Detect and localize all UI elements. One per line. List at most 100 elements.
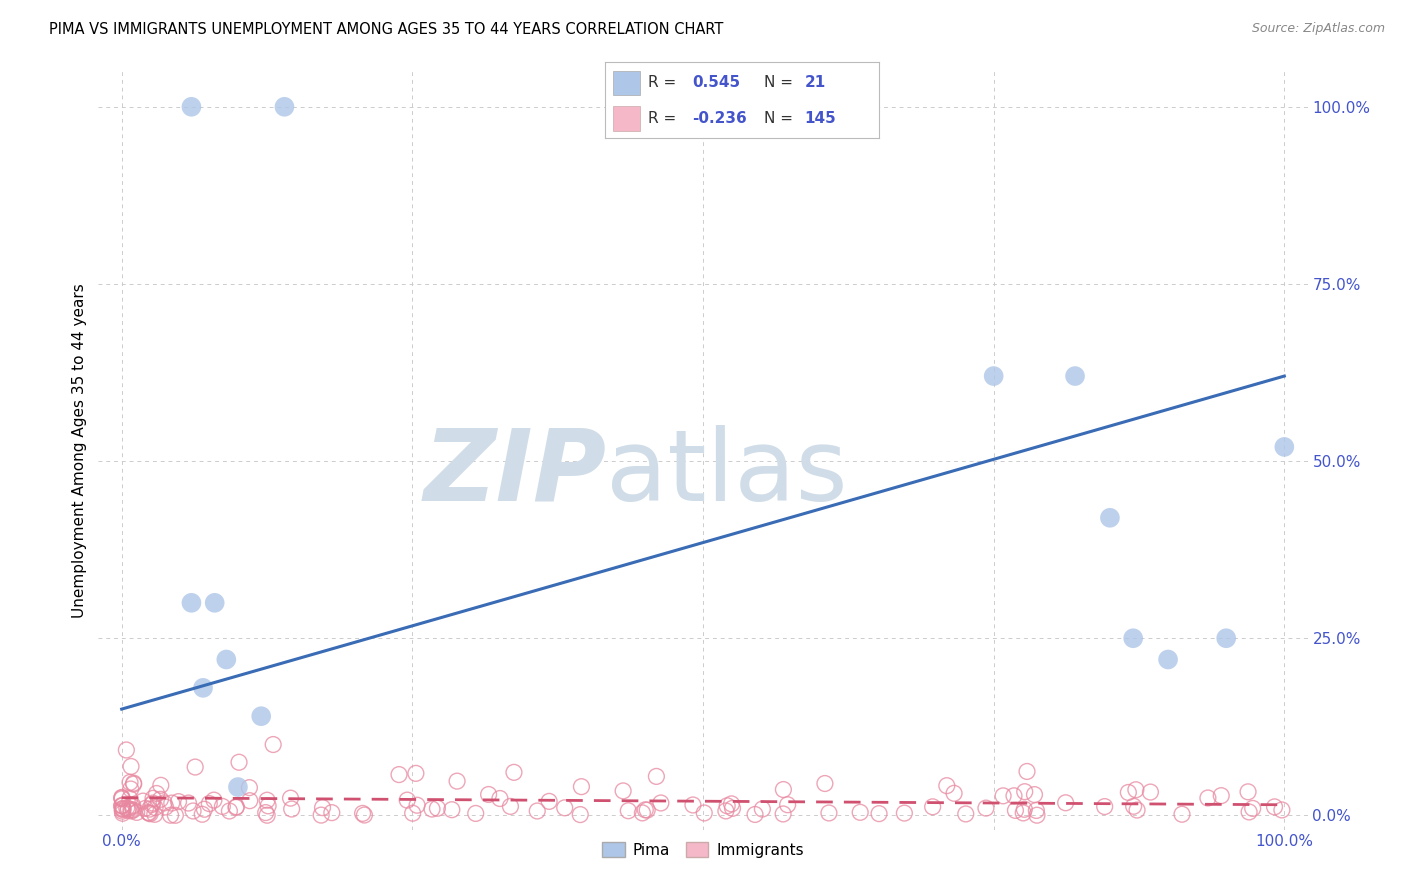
- Point: [321, 805, 343, 820]
- Point: [132, 794, 155, 808]
- Text: 21: 21: [804, 76, 825, 90]
- FancyBboxPatch shape: [613, 70, 640, 95]
- Point: [814, 776, 837, 790]
- Point: [1157, 652, 1180, 666]
- Point: [215, 652, 238, 666]
- Point: [1014, 785, 1036, 799]
- Point: [225, 800, 247, 814]
- Text: ZIP: ZIP: [423, 425, 606, 522]
- Point: [159, 808, 181, 822]
- Text: PIMA VS IMMIGRANTS UNEMPLOYMENT AMONG AGES 35 TO 44 YEARS CORRELATION CHART: PIMA VS IMMIGRANTS UNEMPLOYMENT AMONG AG…: [49, 22, 724, 37]
- Point: [1139, 785, 1161, 799]
- Point: [868, 806, 890, 821]
- Point: [138, 802, 160, 816]
- Point: [134, 801, 156, 815]
- Point: [554, 801, 576, 815]
- Point: [142, 796, 165, 810]
- Point: [396, 793, 419, 807]
- Point: [1122, 632, 1144, 646]
- Point: [776, 797, 799, 812]
- Text: 145: 145: [804, 111, 837, 126]
- Point: [1263, 800, 1285, 814]
- Point: [440, 803, 463, 817]
- Point: [1241, 801, 1264, 815]
- Point: [250, 709, 273, 723]
- Point: [125, 805, 148, 820]
- Point: [149, 778, 172, 792]
- Point: [974, 801, 997, 815]
- Point: [138, 805, 160, 820]
- Point: [1026, 808, 1049, 822]
- Point: [167, 795, 190, 809]
- Point: [1211, 789, 1233, 803]
- Point: [353, 808, 375, 822]
- Point: [118, 791, 141, 805]
- Point: [1012, 805, 1035, 820]
- Point: [111, 790, 134, 805]
- Text: N =: N =: [763, 76, 793, 90]
- Point: [1064, 369, 1087, 384]
- Point: [721, 801, 744, 815]
- Point: [1004, 804, 1026, 818]
- Point: [1171, 807, 1194, 822]
- Point: [682, 797, 704, 812]
- Point: [420, 802, 443, 816]
- Point: [202, 793, 225, 807]
- Point: [1271, 803, 1294, 817]
- Point: [181, 804, 204, 818]
- Point: [446, 774, 468, 789]
- Point: [143, 800, 166, 814]
- Point: [955, 806, 977, 821]
- Text: Source: ZipAtlas.com: Source: ZipAtlas.com: [1251, 22, 1385, 36]
- Point: [617, 804, 640, 818]
- Point: [193, 802, 215, 816]
- Point: [111, 801, 134, 815]
- Point: [115, 801, 138, 815]
- Point: [254, 805, 277, 820]
- Point: [402, 806, 425, 821]
- Point: [111, 802, 134, 816]
- Point: [149, 792, 172, 806]
- Point: [111, 791, 134, 805]
- Point: [1015, 764, 1038, 779]
- Point: [165, 808, 187, 822]
- Text: 0.545: 0.545: [692, 76, 741, 90]
- Point: [228, 756, 250, 770]
- Point: [256, 808, 278, 822]
- Point: [280, 802, 302, 816]
- Point: [893, 806, 915, 821]
- Point: [238, 780, 260, 795]
- Point: [111, 806, 134, 821]
- Point: [538, 794, 561, 808]
- Point: [1126, 803, 1149, 817]
- Point: [239, 794, 262, 808]
- Point: [571, 780, 593, 794]
- Point: [191, 681, 214, 695]
- Point: [818, 805, 841, 820]
- Point: [111, 798, 134, 813]
- Point: [143, 807, 166, 822]
- Point: [256, 793, 278, 807]
- Point: [257, 798, 280, 813]
- Point: [744, 807, 766, 822]
- Point: [122, 803, 145, 817]
- Point: [204, 596, 226, 610]
- Point: [1002, 789, 1025, 803]
- Point: [772, 806, 794, 821]
- Point: [280, 791, 302, 805]
- Point: [115, 743, 138, 757]
- Point: [772, 782, 794, 797]
- Point: [751, 802, 773, 816]
- Point: [631, 805, 654, 820]
- Point: [612, 784, 634, 798]
- Point: [464, 806, 486, 821]
- Point: [1014, 802, 1036, 816]
- Point: [120, 782, 142, 797]
- Point: [218, 804, 240, 818]
- Point: [120, 759, 142, 773]
- Point: [1122, 799, 1144, 814]
- Point: [499, 799, 522, 814]
- Point: [489, 791, 512, 805]
- Point: [526, 804, 548, 818]
- Point: [935, 779, 957, 793]
